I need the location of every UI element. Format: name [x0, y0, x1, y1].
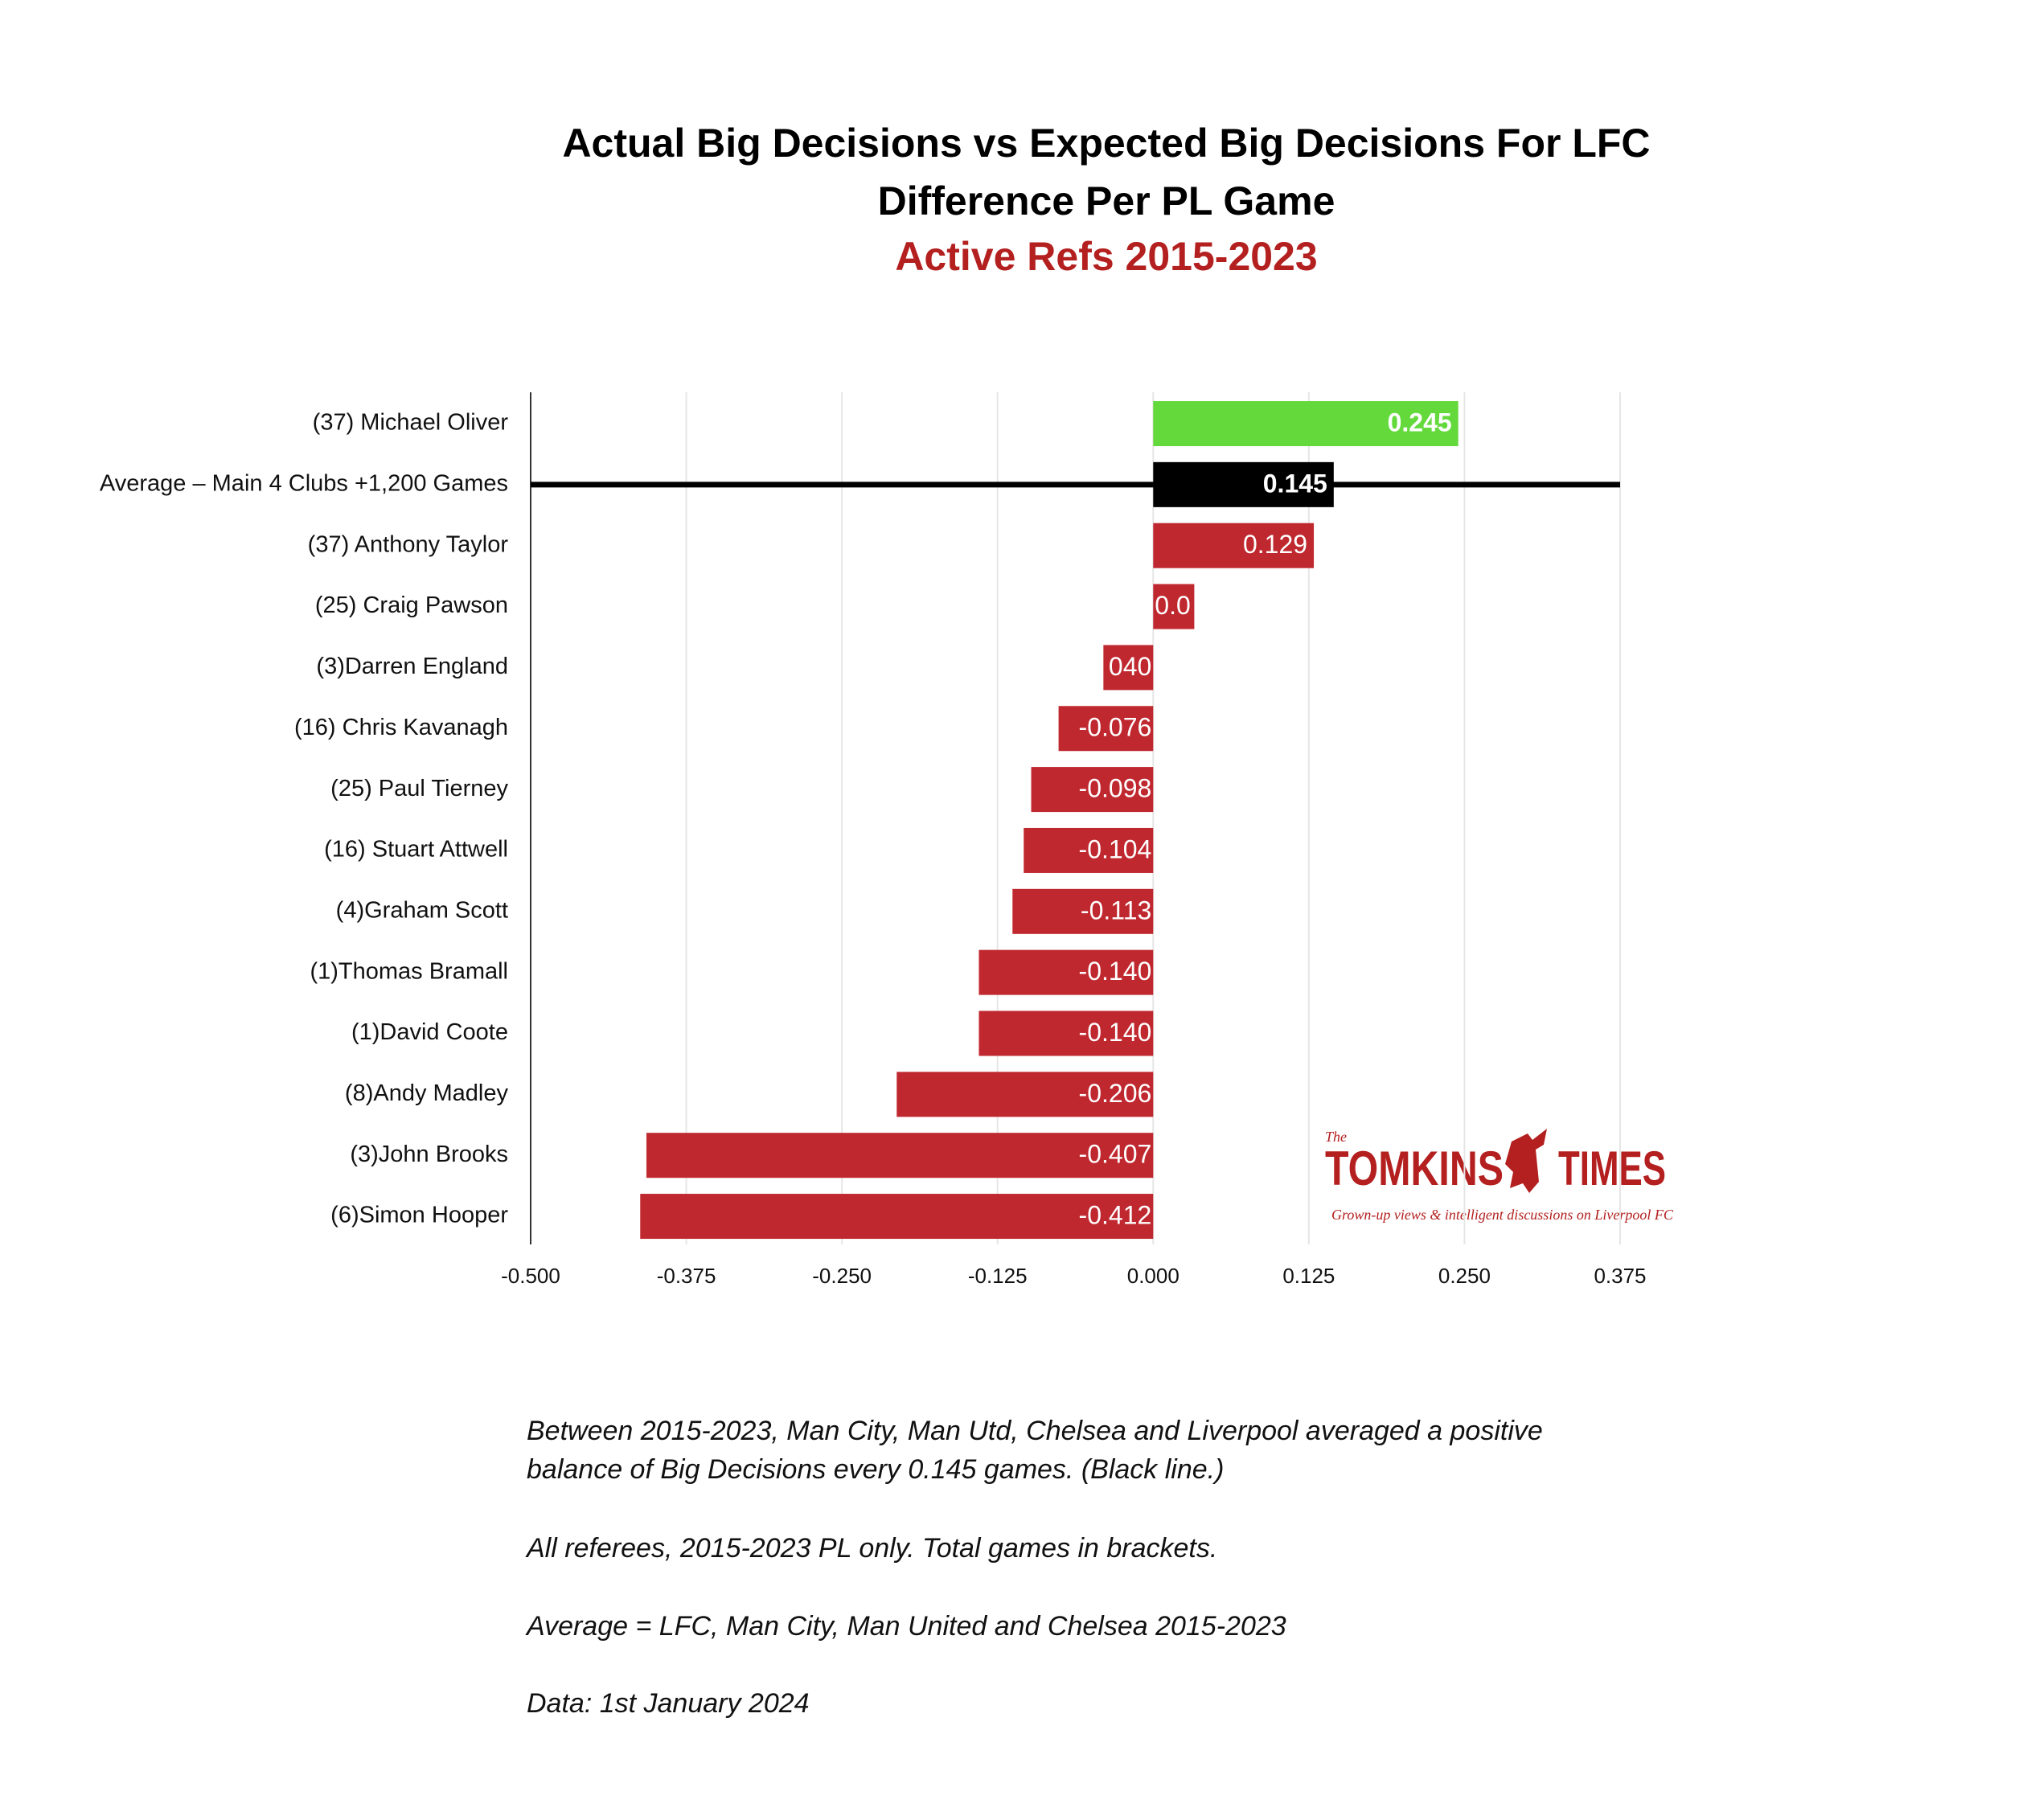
value-label: 0.0: [1155, 591, 1190, 620]
logo-text: TOMKINS: [1325, 1142, 1504, 1195]
bar: [640, 1194, 1154, 1240]
bar: [1153, 401, 1458, 446]
logo: The TOMKINS TIMES Grown-up views & intel…: [1325, 1129, 1674, 1223]
value-label: 0.145: [1263, 469, 1327, 498]
value-label: -0.407: [1079, 1140, 1152, 1169]
y-tick-label: (3)John Brooks: [350, 1142, 508, 1167]
logo-text: The: [1325, 1129, 1347, 1145]
footnote: Average = LFC, Man City, Man United and …: [525, 1611, 1286, 1642]
y-tick-label: (8)Andy Madley: [345, 1080, 509, 1106]
value-label: 040: [1109, 652, 1151, 681]
y-tick-label: (16) Chris Kavanagh: [294, 715, 508, 740]
bar: [646, 1133, 1154, 1178]
y-tick-label: (6)Simon Hooper: [330, 1203, 508, 1228]
value-label: -0.140: [1079, 1018, 1152, 1047]
logo-tagline: Grown-up views & intelligent discussions…: [1331, 1207, 1674, 1223]
value-label: -0.140: [1079, 957, 1152, 986]
chart-subtitle: Active Refs 2015-2023: [895, 234, 1317, 279]
value-label: -0.104: [1079, 834, 1152, 863]
chart-title: Actual Big Decisions vs Expected Big Dec…: [562, 121, 1650, 166]
y-tick-label: (25) Craig Pawson: [315, 592, 508, 618]
footnote: All referees, 2015-2023 PL only. Total g…: [525, 1533, 1217, 1564]
logo-text: TIMES: [1558, 1142, 1666, 1195]
chart-subtitle: Difference Per PL Game: [878, 178, 1335, 223]
logo-bird: [1505, 1129, 1547, 1193]
y-tick-label: (3)Darren England: [316, 654, 508, 679]
value-label: -0.412: [1079, 1201, 1152, 1230]
bar: [978, 949, 1154, 995]
bar: [1153, 461, 1334, 507]
value-label: -0.098: [1079, 774, 1152, 803]
x-tick-label: 0.375: [1594, 1264, 1646, 1288]
footnote: Between 2015-2023, Man City, Man Utd, Ch…: [527, 1416, 1543, 1446]
bar: [1103, 645, 1154, 691]
x-tick-label: -0.500: [501, 1264, 560, 1288]
y-tick-label: (37) Anthony Taylor: [308, 531, 509, 557]
x-tick-label: 0.000: [1127, 1264, 1180, 1288]
footnote: Data: 1st January 2024: [527, 1688, 810, 1719]
bar: [978, 1010, 1154, 1056]
bar: [1153, 584, 1195, 629]
y-tick-label: Average – Main 4 Clubs +1,200 Games: [100, 471, 508, 497]
y-tick-label: (25) Paul Tierney: [330, 776, 508, 801]
x-tick-label: 0.125: [1282, 1264, 1335, 1288]
y-tick-label: (1)David Coote: [351, 1019, 508, 1045]
bar: [1024, 827, 1154, 873]
x-tick-label: -0.250: [812, 1264, 872, 1288]
x-tick-label: -0.125: [968, 1264, 1028, 1288]
footnote: balance of Big Decisions every 0.145 gam…: [527, 1454, 1224, 1485]
value-label: 0.245: [1388, 408, 1452, 437]
x-tick-label: -0.375: [657, 1264, 716, 1288]
bar: [1153, 523, 1315, 568]
value-label: -0.206: [1079, 1079, 1152, 1108]
bar: [896, 1072, 1154, 1117]
x-tick-label: 0.250: [1438, 1264, 1491, 1288]
value-label: -0.113: [1081, 896, 1151, 924]
y-tick-label: (16) Stuart Attwell: [324, 837, 508, 863]
value-label: 0.129: [1243, 530, 1307, 559]
bar: [1058, 706, 1154, 752]
value-label: -0.076: [1079, 713, 1152, 742]
y-tick-label: (4)Graham Scott: [336, 897, 508, 923]
y-tick-label: (37) Michael Oliver: [313, 410, 509, 436]
y-tick-label: (1)Thomas Bramall: [310, 958, 508, 984]
bar: [1031, 767, 1154, 813]
bar: [1012, 888, 1154, 934]
